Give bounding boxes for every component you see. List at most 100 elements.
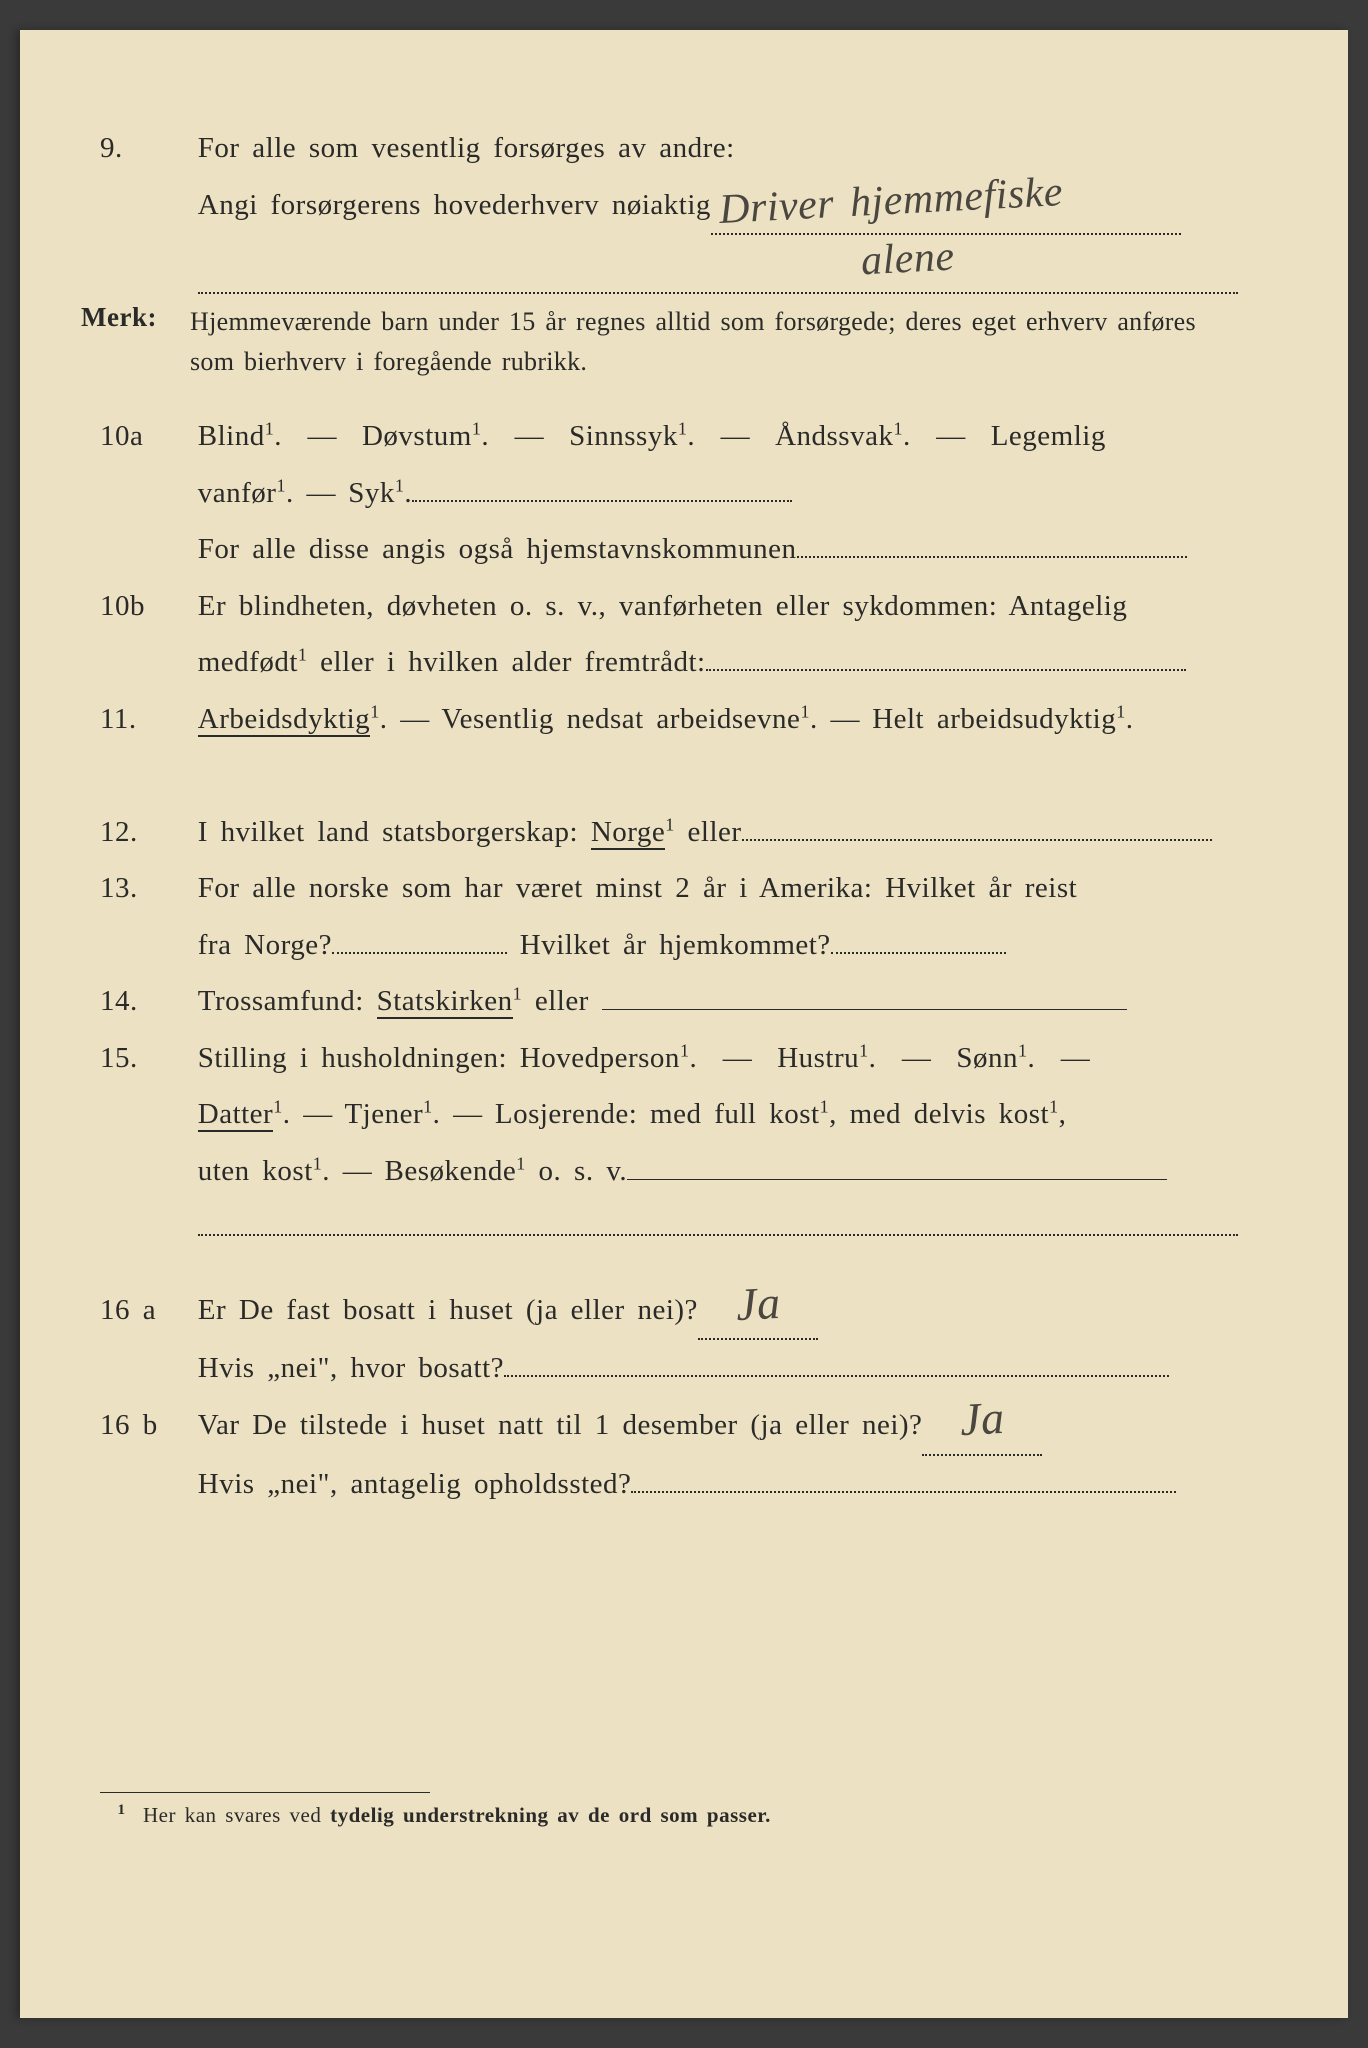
q16b-body2: Hvis „nei", antagelig opholdssted? xyxy=(198,1456,1258,1513)
q15-line2: Datter1. — Tjener1. — Losjerende: med fu… xyxy=(100,1086,1268,1143)
q11-arbeidsdyktig: Arbeidsdyktig xyxy=(198,703,370,737)
footnote: 1 Her kan svares ved tydelig understrekn… xyxy=(100,1803,1268,1828)
q10a-line1: 10a Blind1. — Døvstum1. — Sinnssyk1. — Å… xyxy=(100,408,1268,465)
footnote-separator xyxy=(100,1792,430,1793)
q12-suffix: eller xyxy=(675,816,742,848)
q10a-body1: Blind1. — Døvstum1. — Sinnssyk1. — Åndss… xyxy=(198,408,1258,465)
q10a-body2: vanfør1. — Syk1. xyxy=(198,465,1258,522)
q9-num: 9. xyxy=(100,120,185,177)
q12-body: I hvilket land statsborgerskap: Norge1 e… xyxy=(198,804,1258,861)
q10b-body2: medfødt1 eller i hvilken alder fremtrådt… xyxy=(198,634,1258,691)
q10a-num: 10a xyxy=(100,408,185,465)
q11-num: 11. xyxy=(100,691,185,748)
q10b-body1: Er blindheten, døvheten o. s. v., vanfør… xyxy=(198,578,1258,635)
q16a-num: 16 a xyxy=(100,1282,185,1339)
merk-label: Merk: xyxy=(81,302,186,333)
q15-line1: 15. Stilling i husholdningen: Hovedperso… xyxy=(100,1030,1268,1087)
q16b-body1: Var De tilstede i huset natt til 1 desem… xyxy=(198,1397,1258,1456)
q16a-body2: Hvis „nei", hvor bosatt? xyxy=(198,1340,1258,1397)
footnote-marker: 1 xyxy=(118,1802,126,1818)
q10a-vanfor: vanfør xyxy=(198,477,277,509)
q10b-eller: eller i hvilken alder fremtrådt: xyxy=(307,646,705,678)
q11-body: Arbeidsdyktig1. — Vesentlig nedsat arbei… xyxy=(198,691,1258,748)
q16a-body1: Er De fast bosatt i huset (ja eller nei)… xyxy=(198,1282,1258,1341)
footnote-text: Her kan svares ved xyxy=(143,1803,330,1827)
q10b-num: 10b xyxy=(100,578,185,635)
merk-text: Hjemmeværende barn under 15 år regnes al… xyxy=(190,302,1230,383)
q11-nedsat: Vesentlig nedsat arbeidsevne xyxy=(441,703,800,735)
q16b-num: 16 b xyxy=(100,1397,185,1454)
q10a-body3: For alle disse angis også hjemstavnskomm… xyxy=(198,521,1258,578)
document-page: 9. For alle som vesentlig forsørges av a… xyxy=(20,30,1348,2018)
q10a-line2: vanfør1. — Syk1. xyxy=(100,465,1268,522)
q14-num: 14. xyxy=(100,973,185,1030)
q15-losjerende: Losjerende: med full kost xyxy=(495,1098,820,1130)
q15-l1a: Stilling i husholdningen: Hovedperson xyxy=(198,1042,680,1074)
q16b-nei: nei xyxy=(281,1468,318,1500)
q10b-line2: medfødt1 eller i hvilken alder fremtrådt… xyxy=(100,634,1268,691)
q16b-line1: 16 b Var De tilstede i huset natt til 1 … xyxy=(100,1397,1268,1456)
q14-body: Trossamfund: Statskirken1 eller xyxy=(198,973,1258,1030)
q15-datter: Datter xyxy=(198,1098,273,1132)
q9-body2: Angi forsørgerens hovederhverv nøiaktig D… xyxy=(198,177,1258,236)
q10a-dovstum: Døvstum xyxy=(362,420,472,452)
q14-line: 14. Trossamfund: Statskirken1 eller xyxy=(100,973,1268,1030)
q16a-handwritten: Ja xyxy=(736,1303,780,1305)
q15-delvis: , med delvis kost xyxy=(829,1098,1049,1130)
q13-franorge: fra Norge? xyxy=(198,929,332,961)
q9-handwritten2: alene xyxy=(861,257,954,262)
q10a-blind: Blind xyxy=(198,420,265,452)
q16a-hvis: Hvis xyxy=(198,1352,268,1384)
q10a-legemlig: Legemlig xyxy=(991,420,1106,452)
q16b-line2: Hvis „nei", antagelig opholdssted? xyxy=(100,1456,1268,1513)
q16b-antagelig: , antagelig opholdssted? xyxy=(330,1468,631,1500)
q15-besokende: Besøkende xyxy=(385,1155,517,1187)
q16b-handwritten: Ja xyxy=(960,1418,1004,1420)
q16b-hvis: Hvis xyxy=(198,1468,268,1500)
q16a-hvor: , hvor bosatt? xyxy=(330,1352,504,1384)
q10a-sinnssyk: Sinnssyk xyxy=(569,420,678,452)
q9-prefix: Angi forsørgerens hovederhverv nøiaktig xyxy=(198,189,711,221)
q15-body3: uten kost1. — Besøkende1 o. s. v. xyxy=(198,1143,1258,1200)
q10a-andssvak: Åndssvak xyxy=(775,420,893,452)
q15-tjener: Tjener xyxy=(344,1098,423,1130)
q13-body2: fra Norge? Hvilket år hjemkommet? xyxy=(198,917,1258,974)
q9-line2: Angi forsørgerens hovederhverv nøiaktig D… xyxy=(100,177,1268,236)
q10a-line3: For alle disse angis også hjemstavnskomm… xyxy=(100,521,1268,578)
q11-line: 11. Arbeidsdyktig1. — Vesentlig nedsat a… xyxy=(100,691,1268,748)
q10a-hjemstavn: For alle disse angis også hjemstavnskomm… xyxy=(198,533,797,565)
q9-body3: alene xyxy=(198,235,1258,294)
q15-line4 xyxy=(100,1199,1268,1256)
q15-body1: Stilling i husholdningen: Hovedperson1. … xyxy=(198,1030,1258,1087)
q15-sonn: Sønn xyxy=(956,1042,1018,1074)
q9-handwritten1: Driver hjemmefiske xyxy=(719,192,1063,210)
q10b-medfodt: medfødt xyxy=(198,646,298,678)
q14-statskirken: Statskirken xyxy=(377,985,513,1019)
q10b-line1: 10b Er blindheten, døvheten o. s. v., va… xyxy=(100,578,1268,635)
q9-line1: 9. For alle som vesentlig forsørges av a… xyxy=(100,120,1268,177)
q16b-question: Var De tilstede i huset natt til 1 desem… xyxy=(198,1409,923,1441)
q12-line: 12. I hvilket land statsborgerskap: Norg… xyxy=(100,804,1268,861)
q16a-line2: Hvis „nei", hvor bosatt? xyxy=(100,1340,1268,1397)
merk-block: Merk: Hjemmeværende barn under 15 år reg… xyxy=(81,302,1268,383)
q12-num: 12. xyxy=(100,804,185,861)
q14-suffix: eller xyxy=(522,985,602,1017)
q15-line3: uten kost1. — Besøkende1 o. s. v. xyxy=(100,1143,1268,1200)
q15-num: 15. xyxy=(100,1030,185,1087)
q16a-nei: nei xyxy=(281,1352,318,1384)
q9-text1: For alle som vesentlig forsørges av andr… xyxy=(198,120,1258,177)
q15-body2: Datter1. — Tjener1. — Losjerende: med fu… xyxy=(198,1086,1258,1143)
footnote-bold: tydelig understrekning av de ord som pas… xyxy=(330,1803,771,1827)
q13-body1: For alle norske som har været minst 2 år… xyxy=(198,860,1258,917)
q16a-question: Er De fast bosatt i huset (ja eller nei)… xyxy=(198,1294,698,1326)
q13-hjemkommet: Hvilket år hjemkommet? xyxy=(520,929,831,961)
q15-utenkost: uten kost xyxy=(198,1155,313,1187)
q16a-line1: 16 a Er De fast bosatt i huset (ja eller… xyxy=(100,1282,1268,1341)
q13-line1: 13. For alle norske som har været minst … xyxy=(100,860,1268,917)
q15-hustru: Hustru xyxy=(777,1042,859,1074)
q14-prefix: Trossamfund: xyxy=(198,985,377,1017)
q12-norge: Norge xyxy=(591,816,665,850)
q13-num: 13. xyxy=(100,860,185,917)
q10a-syk: Syk xyxy=(348,477,395,509)
q15-osv: o. s. v. xyxy=(526,1155,627,1187)
